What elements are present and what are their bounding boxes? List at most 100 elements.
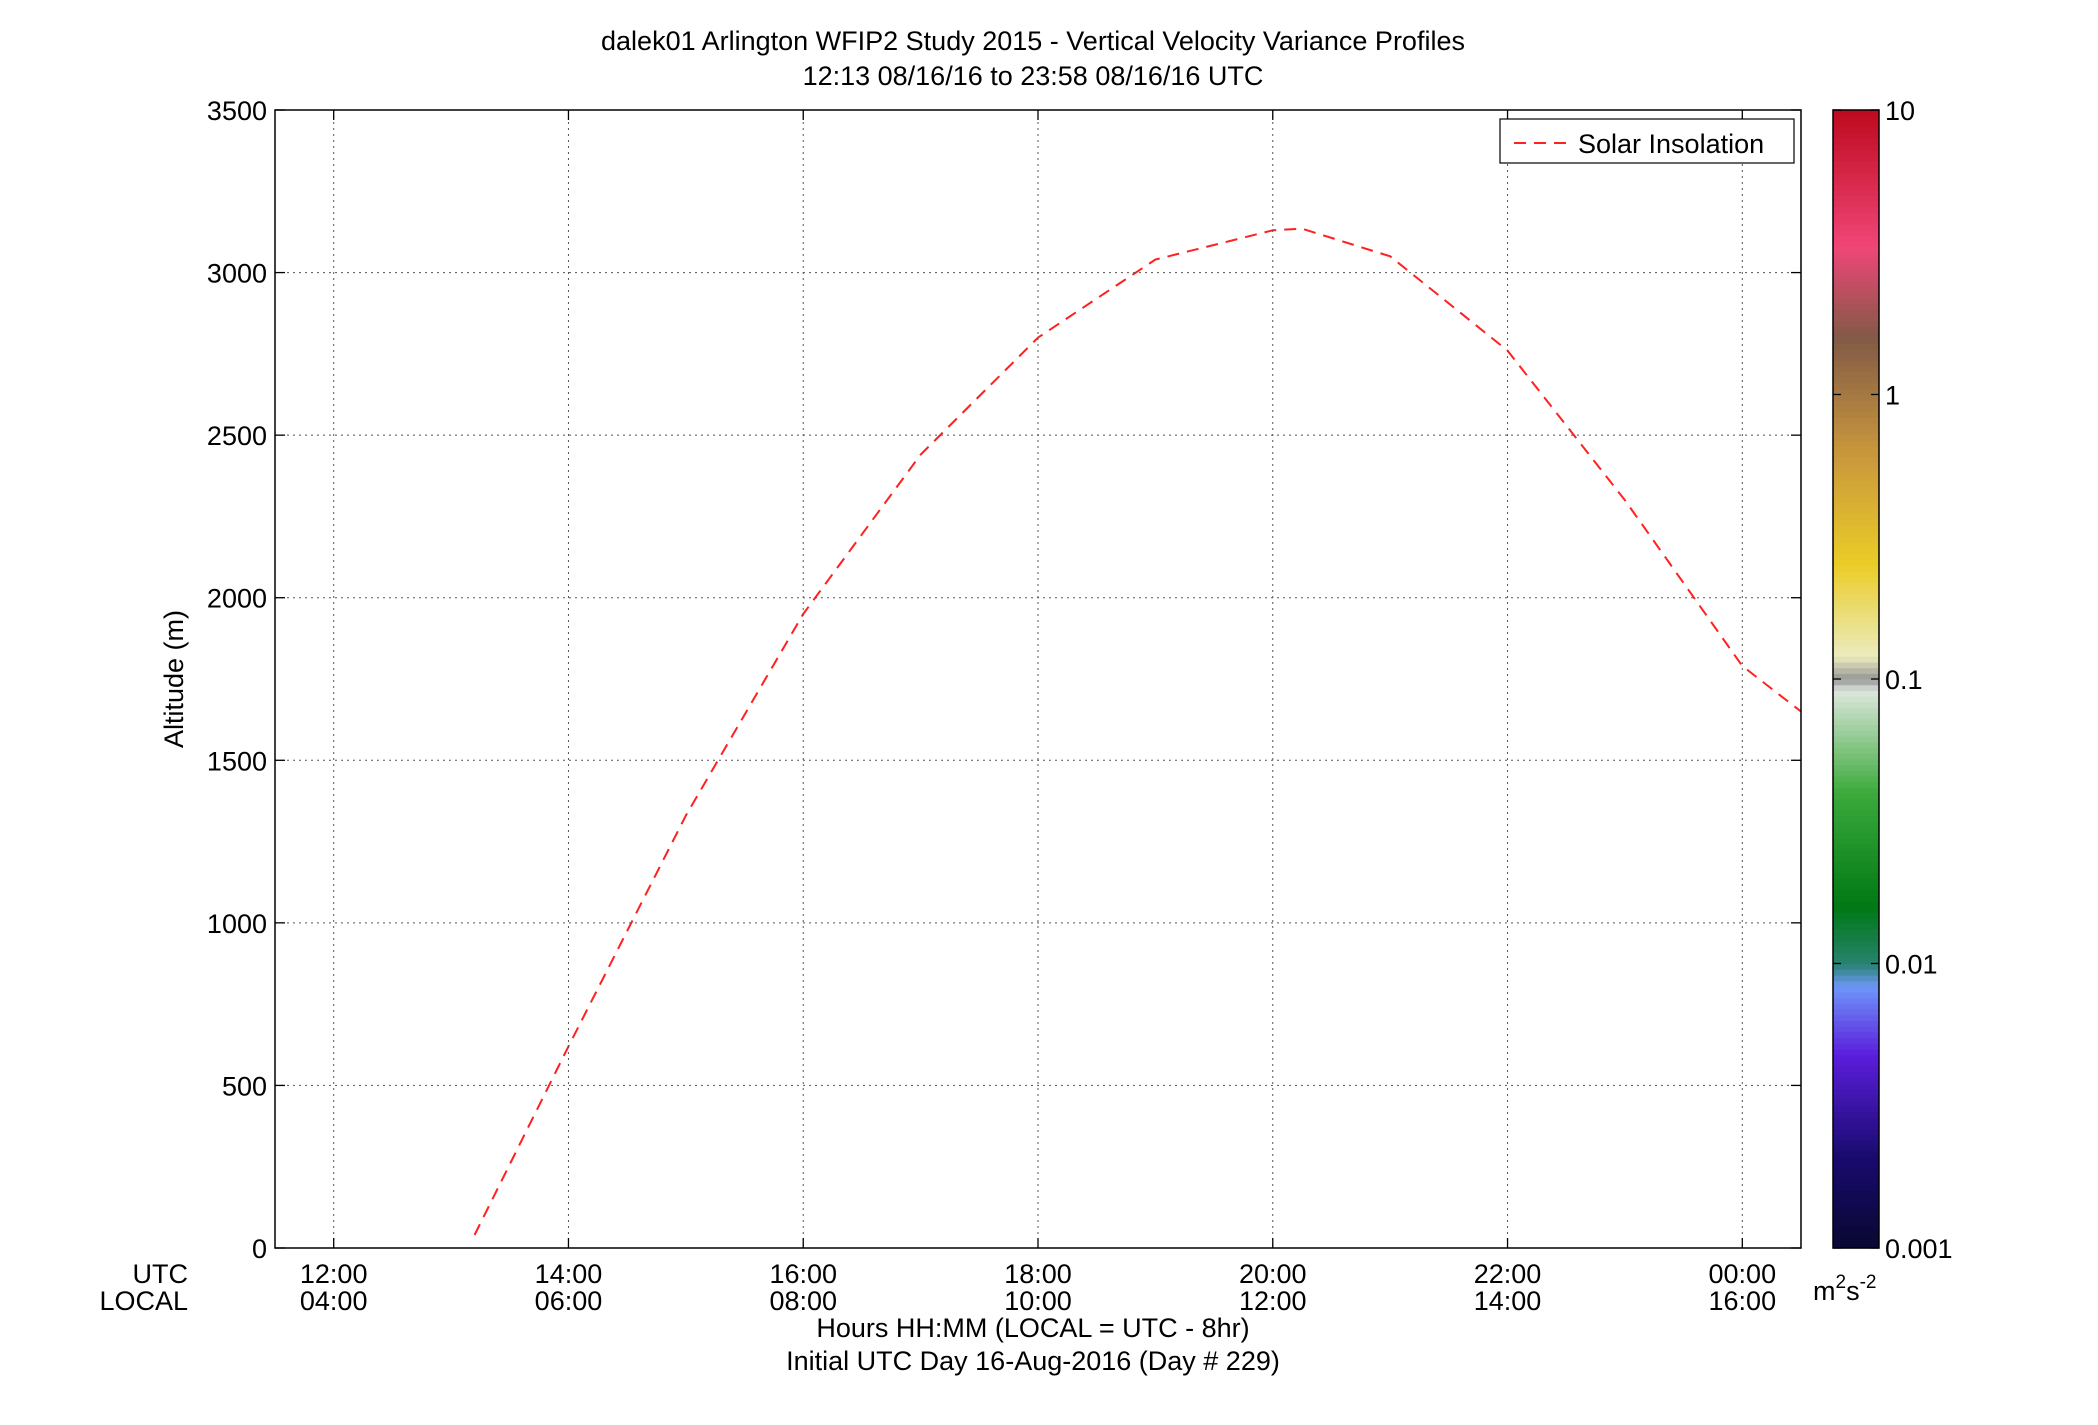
colorbar-segment — [1833, 741, 1879, 748]
colorbar-segment — [1833, 1031, 1879, 1039]
colorbar-segment — [1833, 121, 1879, 128]
colorbar-segment — [1833, 343, 1879, 350]
y-axis-label: Altitude (m) — [159, 610, 189, 748]
colorbar-segment — [1833, 206, 1879, 214]
colorbar-segment — [1833, 906, 1879, 913]
colorbar-segment — [1833, 172, 1879, 179]
colorbar-segment — [1833, 337, 1879, 344]
colorbar-segment — [1833, 235, 1879, 242]
colorbar-segment — [1833, 218, 1879, 225]
colorbar-segment — [1833, 286, 1879, 293]
colorbar-segment — [1833, 189, 1879, 196]
colorbar-segment — [1833, 132, 1879, 140]
colorbar-segment — [1833, 935, 1879, 942]
colorbar-segment — [1833, 724, 1879, 731]
y-axis-ticks: 0 500 1000 1500 2000 2500 3000 3500 — [207, 96, 1801, 1264]
colorbar-tick-label: 0.01 — [1885, 950, 1938, 980]
colorbar-segment — [1833, 838, 1879, 845]
colorbar-segment — [1833, 400, 1879, 407]
colorbar-segment — [1833, 411, 1879, 418]
colorbar-segment — [1833, 781, 1879, 788]
x-tick-label-utc: 00:00 — [1709, 1259, 1777, 1289]
solar-insolation-curve — [473, 227, 1801, 1236]
colorbar-segment — [1833, 491, 1879, 498]
colorbar-segment — [1833, 1236, 1879, 1243]
colorbar-segment — [1833, 980, 1879, 987]
colorbar-segment — [1833, 866, 1879, 874]
colorbar-segment — [1833, 513, 1879, 521]
colorbar-segment — [1833, 605, 1879, 612]
colorbar-segment — [1833, 348, 1879, 356]
y-tick-label: 3500 — [207, 96, 267, 126]
colorbar-segment — [1833, 696, 1879, 703]
colorbar-segment — [1833, 798, 1879, 805]
colorbar-segment — [1833, 917, 1879, 925]
colorbar-segment — [1833, 428, 1879, 435]
colorbar-segment — [1833, 991, 1879, 999]
solar-insolation-line — [473, 227, 1801, 1236]
colorbar-segment — [1833, 183, 1879, 191]
colorbar-segment — [1833, 974, 1879, 982]
colorbar-segment — [1833, 576, 1879, 583]
colorbar-segment — [1833, 775, 1879, 783]
colorbar-segment — [1833, 496, 1879, 504]
colorbar-segment — [1833, 127, 1879, 134]
colorbar-segment — [1833, 115, 1879, 122]
colorbar-segment — [1833, 360, 1879, 367]
colorbar-segment — [1833, 240, 1879, 248]
colorbar-segment — [1833, 713, 1879, 720]
colorbar-segment — [1833, 946, 1879, 953]
colorbar-segment — [1833, 735, 1879, 743]
colorbar-segment — [1833, 599, 1879, 606]
colorbar-segment — [1833, 650, 1879, 657]
x-tick-label-local: 06:00 — [535, 1286, 603, 1316]
colorbar-segment — [1833, 667, 1879, 674]
colorbar-segment — [1833, 718, 1879, 726]
colorbar-segment — [1833, 1082, 1879, 1090]
colorbar-segment — [1833, 212, 1879, 219]
colorbar-segment — [1833, 303, 1879, 310]
colorbar-segment — [1833, 1043, 1879, 1050]
colorbar-segment — [1833, 844, 1879, 851]
colorbar-segment — [1833, 690, 1879, 697]
colorbar-segment — [1833, 292, 1879, 299]
x-tick-label-utc: 18:00 — [1004, 1259, 1072, 1289]
colorbar-segment — [1833, 1048, 1879, 1056]
colorbar-segment — [1833, 883, 1879, 891]
colorbar-segment — [1833, 1242, 1879, 1249]
colorbar-segment — [1833, 1196, 1879, 1204]
colorbar-segment — [1833, 565, 1879, 572]
colorbar-segment — [1833, 309, 1879, 316]
legend-box — [1499, 118, 1795, 164]
colorbar-segment — [1833, 929, 1879, 936]
colorbar-segment — [1833, 1168, 1879, 1175]
colorbar-segment — [1833, 559, 1879, 566]
colorbar-segment — [1833, 257, 1879, 265]
colorbar-segment — [1833, 479, 1879, 487]
colorbar-segment — [1833, 1122, 1879, 1130]
colorbar-segment — [1833, 1100, 1879, 1107]
colorbar-segment — [1833, 1208, 1879, 1215]
x-tick-label-local: 08:00 — [769, 1286, 837, 1316]
colorbar-segment — [1833, 1117, 1879, 1124]
colorbar-segment — [1833, 1026, 1879, 1033]
colorbar-segment — [1833, 275, 1879, 282]
colorbar-segment — [1833, 269, 1879, 276]
colorbar-segment — [1833, 440, 1879, 447]
colorbar-segment — [1833, 1128, 1879, 1135]
colorbar-segment — [1833, 639, 1879, 646]
colorbar-segment — [1833, 1139, 1879, 1147]
unit-exponent-1: 2 — [1836, 1272, 1847, 1293]
colorbar-segment — [1833, 1219, 1879, 1226]
colorbar-segment — [1833, 616, 1879, 623]
colorbar-segment — [1833, 354, 1879, 361]
y-tick-label: 2500 — [207, 421, 267, 451]
x-tick-label-local: 04:00 — [300, 1286, 368, 1316]
colorbar-segment — [1833, 178, 1879, 185]
colorbar-segment — [1833, 263, 1879, 270]
colorbar-segment — [1833, 138, 1879, 145]
colorbar-segment — [1833, 223, 1879, 231]
colorbar-segment — [1833, 957, 1879, 965]
colorbar-segment — [1833, 485, 1879, 492]
colorbar-segment — [1833, 752, 1879, 760]
